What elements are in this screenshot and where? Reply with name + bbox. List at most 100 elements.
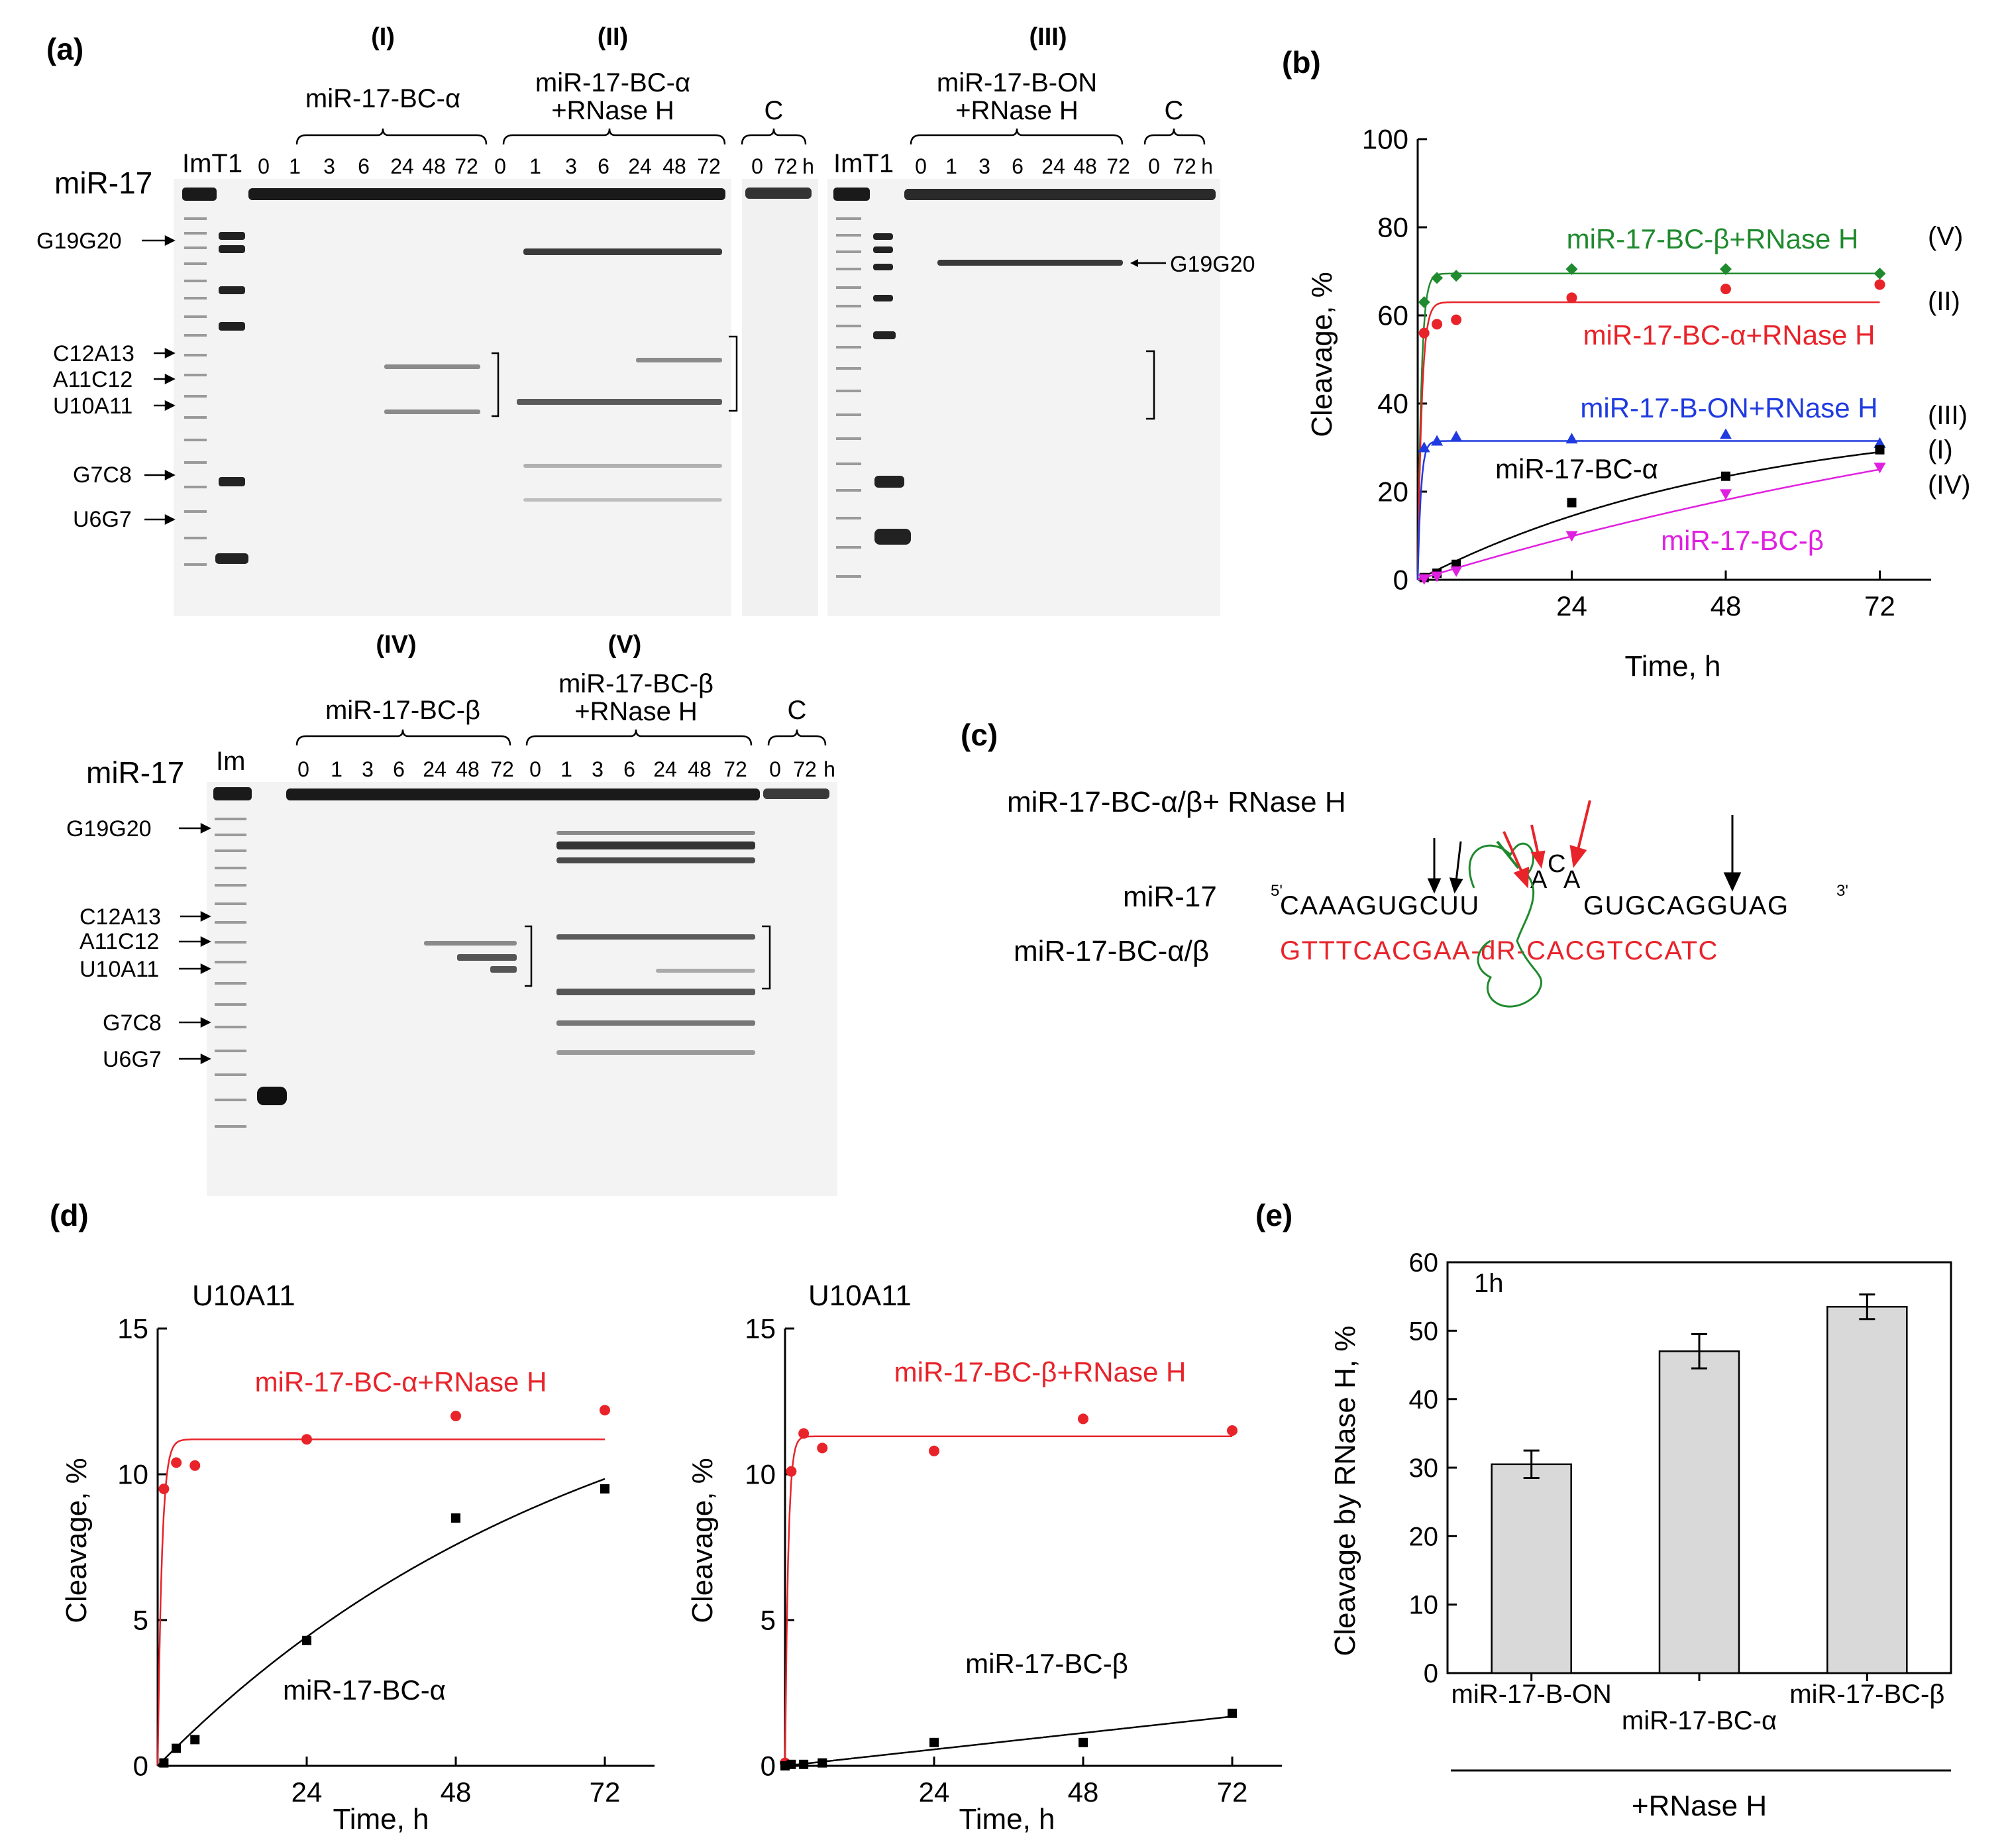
series-label-red: miR-17-BC-α+RNase H [255, 1366, 547, 1397]
y-tick-label: 0 [133, 1751, 148, 1782]
data-point [1873, 462, 1886, 474]
cleavage-arrows-black [1427, 815, 1742, 894]
ladder-2 [836, 217, 861, 578]
time-label: 3 [362, 757, 374, 781]
band-label: U10A11 [53, 394, 132, 419]
product-bands-2 [556, 831, 755, 1055]
y-tick-label: 5 [133, 1605, 148, 1636]
data-point [1874, 279, 1885, 290]
bracket-V [525, 729, 753, 746]
y-tick-label: 30 [1409, 1454, 1439, 1483]
x-tick-label: 48 [1711, 590, 1742, 622]
series-label-red: miR-17-BC-β+RNase H [894, 1356, 1187, 1387]
time-label: 24 [423, 757, 447, 781]
time-label: 1 [560, 757, 572, 781]
time-label: 72 [793, 757, 817, 781]
series-tag-v: (V) [1928, 222, 1963, 251]
section-III-label: (III) [1029, 23, 1067, 51]
ladder-3 [215, 818, 246, 1128]
x-tick-label: 72 [590, 1776, 621, 1808]
times-C1: 0 72 h [751, 154, 814, 178]
section-I-label: (I) [371, 23, 395, 51]
time-label: 6 [1012, 154, 1024, 178]
time-unit: h [1201, 154, 1213, 178]
y-tick-label: 5 [761, 1605, 776, 1636]
time-label: 6 [598, 154, 609, 178]
band-label: A11C12 [79, 929, 159, 954]
time-label: 0 [494, 154, 506, 178]
x-axis-title: Time, h [1624, 650, 1720, 682]
fit-line [157, 1478, 606, 1766]
t1-lane-1 [215, 232, 248, 564]
time-label: 72 [697, 154, 721, 178]
gel-band [457, 954, 517, 961]
data-point [929, 1445, 939, 1456]
time-label: 3 [323, 154, 335, 178]
section-IV-label: (IV) [376, 631, 416, 659]
band-label: G7C8 [103, 1010, 162, 1036]
band-label: G7C8 [73, 462, 132, 488]
data-point [600, 1484, 609, 1494]
group-C2-name: C [1165, 96, 1184, 125]
data-point [1431, 272, 1444, 284]
time-unit: h [823, 757, 835, 781]
times-II: 0 1 3 6 24 48 72 [494, 154, 721, 178]
rna-label: miR-17 [86, 755, 184, 790]
data-point [1431, 435, 1444, 446]
chart-d1: (d) U10A11 Cleavage, % Time, h miR-17-BC… [50, 1198, 655, 1835]
gel-band [182, 188, 217, 201]
product-bands-1 [523, 248, 1123, 266]
fit-line [156, 1438, 605, 1766]
y-axis-title: Cleavage, % [1306, 272, 1338, 437]
group-IV-name: miR-17-BC-β [325, 696, 480, 725]
series-label-v: miR-17-BC-β+RNase H [1567, 223, 1859, 254]
rna-label: miR-17 [54, 166, 152, 200]
chart-b: (b) Cleavage, % Time, h miR-17-BC-β+RNas… [1282, 45, 1970, 682]
gel-band [556, 1020, 755, 1026]
group-label: +RNase H [1632, 1790, 1767, 1822]
time-label: 72 [774, 154, 798, 178]
data-point [798, 1428, 810, 1439]
time-label: 48 [422, 154, 446, 178]
group-III-name-1: miR-17-B-ON [937, 68, 1097, 97]
bracket-C [767, 729, 827, 746]
gel-band [219, 232, 245, 240]
x-tick-label: 24 [919, 1776, 950, 1808]
gel-band [873, 264, 893, 270]
time-label: 1 [529, 154, 541, 178]
main-bands-2 [213, 787, 829, 800]
time-label: 0 [1148, 154, 1160, 178]
gel-image-2 [737, 179, 823, 616]
gel-band [763, 788, 829, 799]
gel-band [215, 553, 248, 564]
band-labels-lower: G19G20 C12A13 A11C12 U10A11 G7C8 U6G7 [66, 816, 162, 1072]
times-C: 0 72 h [769, 757, 835, 781]
data-point [1431, 571, 1444, 582]
time-label: 3 [978, 154, 990, 178]
t1-lane-2 [873, 233, 911, 545]
top-strand-right: GUGCAGGUAG [1583, 891, 1789, 920]
panel-a: (a) (I) (II) (III) miR-17-BC-α miR-17-BC… [36, 23, 1255, 616]
bar [1491, 1463, 1572, 1674]
time-unit: h [802, 154, 814, 178]
time-label: 72 [1106, 154, 1130, 178]
data-point [302, 1635, 311, 1645]
y-tick-label: 80 [1377, 212, 1408, 243]
gel-image-1 [174, 179, 737, 616]
data-point [1451, 314, 1462, 325]
gel-band [219, 477, 245, 486]
time-label: 0 [297, 757, 309, 781]
x-tick-label: 24 [1556, 590, 1587, 622]
data-point [301, 1434, 312, 1445]
y-axis-title: Cleavage, % [60, 1458, 93, 1623]
x-tick-label: 48 [1068, 1776, 1099, 1808]
band-arrows-left [142, 235, 176, 525]
group-II-name-1: miR-17-BC-α [535, 68, 690, 97]
band-label: G19G20 [36, 229, 122, 254]
time-label: 24 [653, 757, 677, 781]
band-label: G19G20 [66, 816, 152, 842]
bottom-strand-seq: GTTTCACGAA-dR-CACGTCCATC [1280, 936, 1718, 965]
gel-band [219, 286, 245, 294]
gel-band [424, 941, 517, 946]
